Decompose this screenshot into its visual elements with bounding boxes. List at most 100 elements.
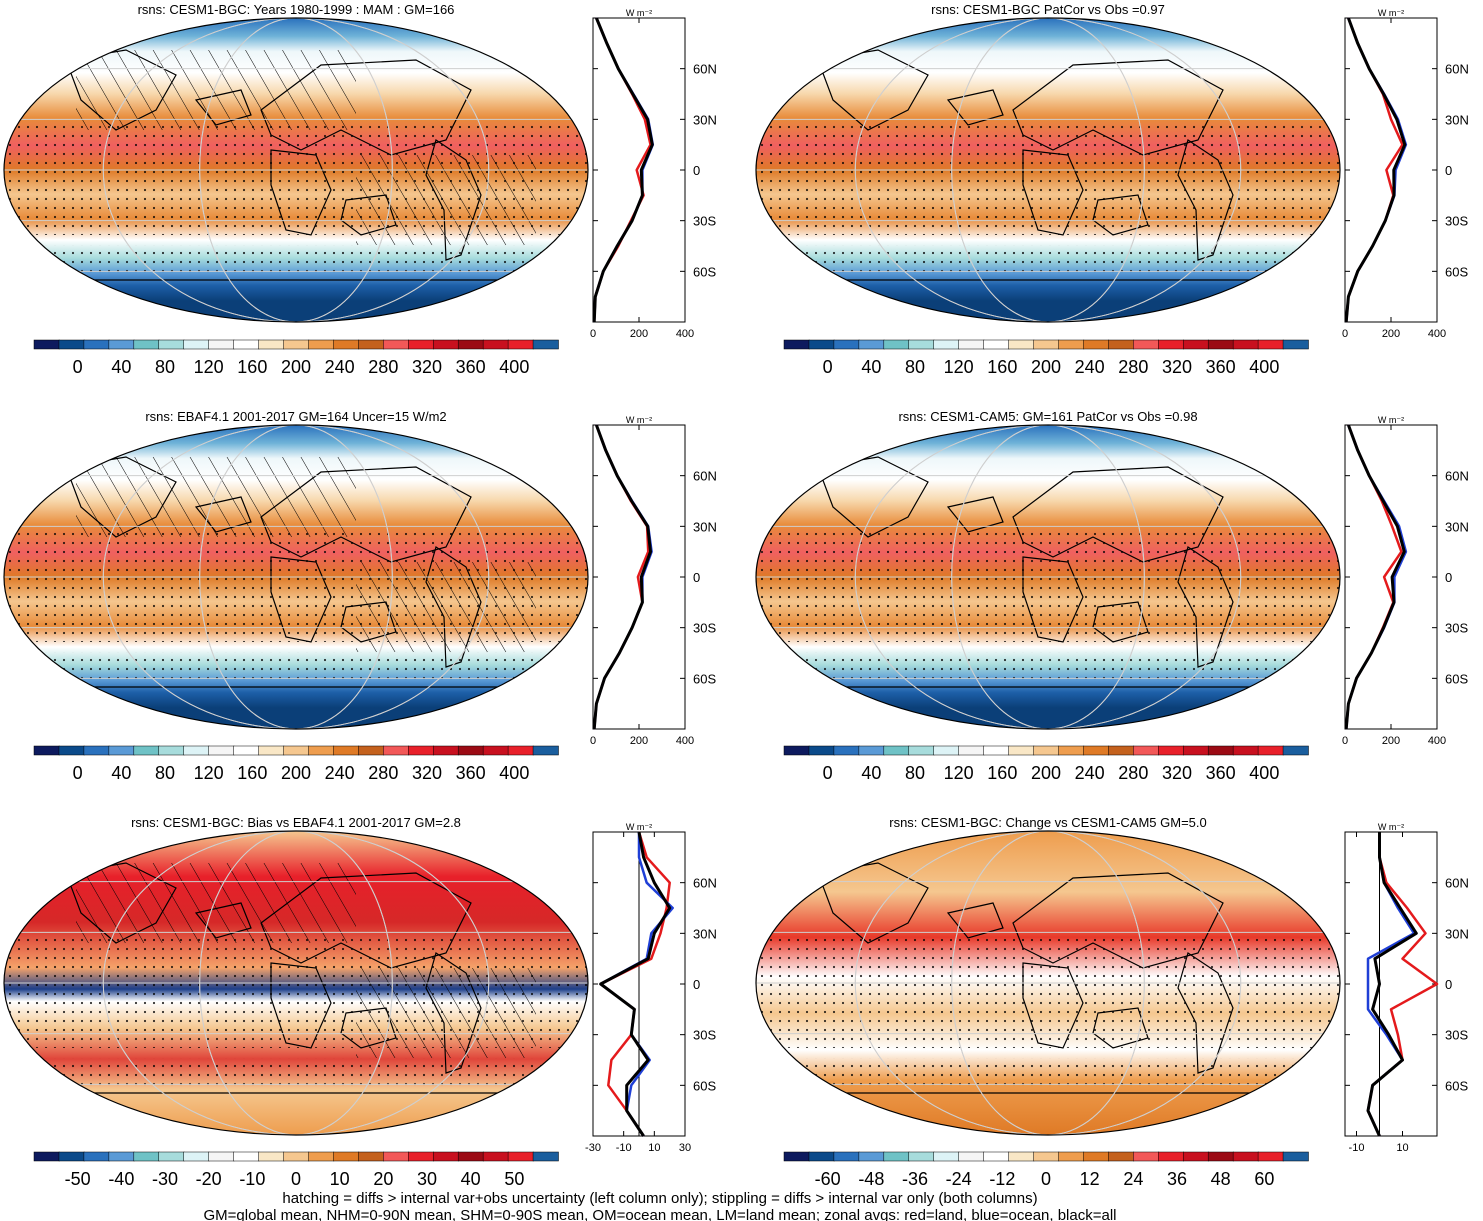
panel-5: rsns: CESM1-BGC: Bias vs EBAF4.1 2001-20… <box>3 815 717 1189</box>
colorbar-label: -40 <box>108 1169 134 1189</box>
zonal-line-all <box>599 831 672 1137</box>
lat-label: 60S <box>693 671 716 686</box>
lat-label: 30N <box>1445 112 1469 127</box>
zonal-units: W m⁻² <box>626 8 652 18</box>
colorbar-swatch <box>908 339 935 350</box>
colorbar-swatch <box>258 339 285 350</box>
colorbar-swatch <box>183 1151 210 1162</box>
colorbar-label: 48 <box>1211 1169 1231 1189</box>
colorbar-swatch <box>133 339 160 350</box>
continent-outline <box>817 49 929 131</box>
colorbar: -60 -48 -36 -24 -12 0 12 24 36 48 60 <box>783 1151 1309 1189</box>
colorbar-label: 40 <box>861 763 881 783</box>
map <box>3 830 589 1136</box>
colorbar-label: 360 <box>456 763 486 783</box>
zonal-units: W m⁻² <box>1378 8 1404 18</box>
colorbar-swatch <box>208 339 235 350</box>
x-tick-label: 400 <box>1428 328 1446 340</box>
zonal-frame <box>592 17 686 323</box>
colorbar-swatch <box>1158 745 1184 756</box>
colorbar-label: 200 <box>1031 357 1061 377</box>
colorbar-swatch <box>1232 1151 1259 1162</box>
colorbar-label: -36 <box>902 1169 928 1189</box>
colorbar-swatch <box>208 745 235 756</box>
x-tick-label: 200 <box>630 328 648 340</box>
colorbar-swatch <box>783 339 810 350</box>
colorbar-label: 280 <box>1118 357 1148 377</box>
colorbar-label: -48 <box>858 1169 884 1189</box>
colorbar-label: -20 <box>196 1169 222 1189</box>
colorbar-label: 280 <box>1118 763 1148 783</box>
lat-label: 0 <box>693 163 700 178</box>
x-tick-label: 400 <box>1428 735 1446 747</box>
colorbar-label: 40 <box>111 357 131 377</box>
map-border <box>3 830 589 1136</box>
colorbar-swatch <box>532 339 559 350</box>
x-tick-label: 200 <box>630 735 648 747</box>
graticule-lon <box>854 18 1242 322</box>
antarctica-outline <box>756 1092 1340 1135</box>
lat-label: 30S <box>693 214 716 229</box>
colorbar-swatch <box>432 339 459 350</box>
colorbar-swatch <box>1282 745 1309 756</box>
colorbar: 0 40 80 120 160 200 240 280 320 360 400 <box>783 745 1309 783</box>
lat-label: 30N <box>693 112 717 127</box>
colorbar-label: 360 <box>456 357 486 377</box>
colorbar-swatch <box>133 1151 160 1162</box>
colorbar-swatch <box>1207 1151 1234 1162</box>
colorbar-swatch <box>158 745 185 756</box>
colorbar-swatch <box>958 1151 985 1162</box>
colorbar: -50 -40 -30 -20 -10 0 10 20 30 40 50 <box>33 1151 559 1189</box>
colorbar-swatch <box>58 745 85 756</box>
zonal-panel: W m⁻² 60N 30N 0 30S 60S 0 200 400 <box>590 8 717 340</box>
colorbar-swatch <box>183 339 210 350</box>
map-border <box>3 424 589 730</box>
graticule-lon <box>199 425 393 729</box>
colorbar-swatch <box>233 745 260 756</box>
colorbar-label: 120 <box>194 763 224 783</box>
stippling <box>756 532 1340 642</box>
colorbar: 0 40 80 120 160 200 240 280 320 360 400 <box>33 339 559 377</box>
graticule-lon <box>102 425 490 729</box>
colorbar-swatch <box>1008 1151 1035 1162</box>
colorbar-swatch <box>83 1151 110 1162</box>
colorbar-label: 240 <box>1075 357 1105 377</box>
colorbar-swatch <box>983 339 1010 350</box>
colorbar-swatch <box>133 745 160 756</box>
colorbar-swatch <box>1257 339 1284 350</box>
colorbar-swatch <box>808 1151 835 1162</box>
colorbar-swatch <box>958 339 985 350</box>
colorbar-label: 200 <box>281 357 311 377</box>
colorbar-swatch <box>1257 745 1284 756</box>
colorbar-swatch <box>933 1151 960 1162</box>
colorbar-swatch <box>1158 1151 1184 1162</box>
colorbar-label: 320 <box>1162 357 1192 377</box>
colorbar-label: -24 <box>946 1169 972 1189</box>
hatching <box>76 457 356 537</box>
colorbar-swatch <box>383 1151 410 1162</box>
colorbar-swatch <box>1207 745 1234 756</box>
colorbar-swatch <box>333 745 360 756</box>
footer-line-1: hatching = diffs > internal var+obs unce… <box>282 1190 1037 1207</box>
colorbar-swatch <box>532 745 559 756</box>
colorbar-label: -60 <box>815 1169 841 1189</box>
colorbar-swatch <box>258 1151 285 1162</box>
colorbar-swatch <box>858 339 885 350</box>
colorbar-swatch <box>858 745 885 756</box>
colorbar-swatch <box>58 339 85 350</box>
zonal-line-all <box>1344 424 1406 730</box>
panel-title: rsns: CESM1-BGC: Years 1980-1999 : MAM :… <box>138 2 455 17</box>
colorbar-swatch <box>308 745 335 756</box>
map-border <box>3 17 589 323</box>
colorbar-label: 40 <box>111 763 131 783</box>
colorbar-label: 320 <box>412 763 442 783</box>
colorbar-label: 400 <box>1249 763 1279 783</box>
colorbar-label: 120 <box>944 357 974 377</box>
colorbar-swatch <box>983 745 1010 756</box>
colorbar-label: 240 <box>325 763 355 783</box>
lat-label: 30S <box>693 621 716 636</box>
colorbar-swatch <box>258 745 285 756</box>
colorbar-swatch <box>358 1151 385 1162</box>
colorbar-swatch <box>1008 339 1035 350</box>
zonal-units: W m⁻² <box>626 415 652 425</box>
